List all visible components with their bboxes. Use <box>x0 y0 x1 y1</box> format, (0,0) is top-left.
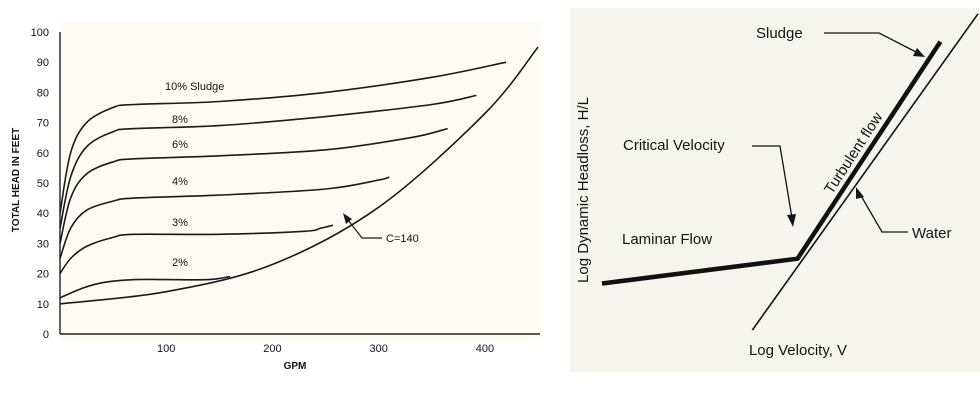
line-water <box>751 13 979 331</box>
annotation-laminar-flow: Laminar Flow <box>622 231 712 248</box>
curve-4 <box>59 176 390 259</box>
annotation-arrows <box>752 32 919 233</box>
arrow-water <box>859 193 908 233</box>
y-tick-label: 20 <box>37 269 49 281</box>
arrow-heads <box>787 48 925 227</box>
annotation-sludge: Sludge <box>756 25 803 42</box>
curve-2 <box>59 275 231 299</box>
x-tick-label: 400 <box>476 343 494 355</box>
plot-background-right <box>570 8 980 372</box>
curve-10-sludge <box>59 61 507 214</box>
x-tick-label: 100 <box>157 343 175 355</box>
x-axis-title-right: Log Velocity, V <box>749 342 847 359</box>
y-axis-title-right: Log Dynamic Headloss, H/L <box>575 97 592 283</box>
arrow-head-sludge <box>913 48 925 57</box>
curve-3 <box>59 224 334 275</box>
y-tick-label: 50 <box>37 178 49 190</box>
curve-label-6: 6% <box>172 139 188 151</box>
arrow-c-140 <box>347 219 382 239</box>
arrow-head-water <box>856 187 864 199</box>
y-tick-label: 100 <box>31 27 49 39</box>
headloss-velocity-chart: Sludge Turbulent flow Critical Velocity … <box>566 0 980 400</box>
curve-label-8: 8% <box>172 114 188 126</box>
arrow-head-critical-velocity <box>787 214 796 227</box>
curve-label-3: 3% <box>172 217 188 229</box>
line-sludge <box>601 40 943 286</box>
arrow-sludge <box>824 32 919 54</box>
curve-label-10-sludge: 10% Sludge <box>165 81 224 93</box>
sludge-head-chart-svg: 0 10 20 30 40 50 60 70 80 90 100 100 200 300 400 10% … <box>11 22 540 372</box>
headloss-velocity-chart-svg: Sludge Turbulent flow Critical Velocity … <box>570 8 980 372</box>
annotation-c-140: C=140 <box>386 233 419 245</box>
x-tick-label: 200 <box>263 343 281 355</box>
x-tick-label: 300 <box>369 343 387 355</box>
y-tick-label: 10 <box>37 299 49 311</box>
sludge-head-chart: 0 10 20 30 40 50 60 70 80 90 100 100 200 300 400 10% … <box>11 22 540 372</box>
arrow-head-c-140 <box>343 213 352 224</box>
y-tick-label: 70 <box>37 118 49 130</box>
y-axis-title: TOTAL HEAD IN FEET <box>11 128 22 232</box>
curve-6 <box>59 127 448 244</box>
y-tick-label: 0 <box>43 329 49 341</box>
y-tick-label: 90 <box>37 57 49 69</box>
annotation-critical-velocity: Critical Velocity <box>623 137 725 154</box>
curve-c-140 <box>59 46 539 305</box>
y-tick-label: 80 <box>37 87 49 99</box>
curve-label-2: 2% <box>172 257 188 269</box>
annotation-water: Water <box>912 225 951 242</box>
plot-background <box>60 22 540 340</box>
arrow-critical-velocity <box>752 145 793 219</box>
x-axis-title: GPM <box>284 361 307 372</box>
y-tick-label: 30 <box>37 238 49 250</box>
y-tick-label: 60 <box>37 148 49 160</box>
curve-label-4: 4% <box>172 176 188 188</box>
curve-8 <box>59 94 477 229</box>
y-tick-label: 40 <box>37 208 49 220</box>
